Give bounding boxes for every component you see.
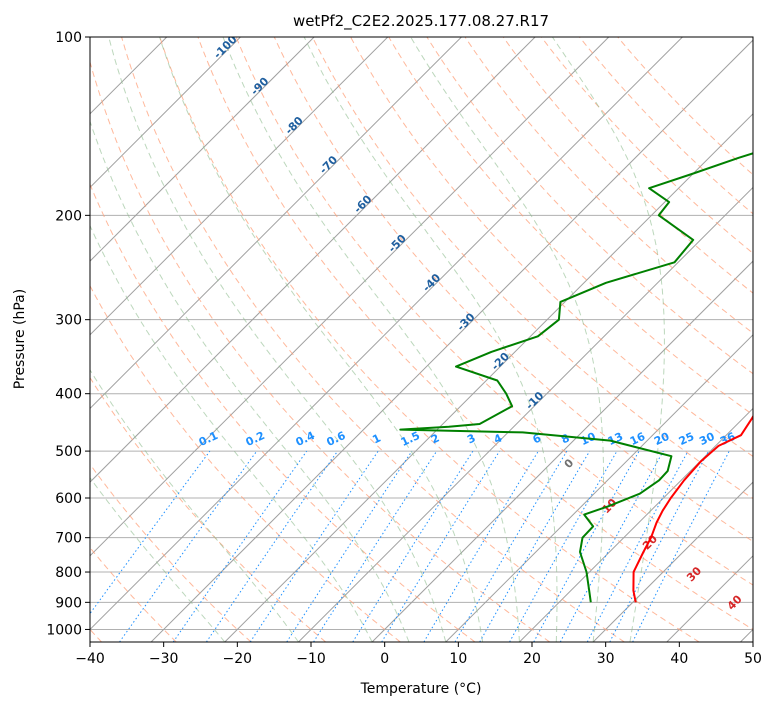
- isotherm-line: [592, 481, 753, 642]
- y-tick-label: 400: [55, 387, 82, 403]
- chart-title: wetPf2_C2E2.2025.177.08.27.R17: [293, 12, 549, 31]
- y-tick-label: 100: [55, 30, 82, 46]
- moist-adiabat-line: [410, 37, 604, 642]
- x-tick-label: 0: [380, 651, 389, 667]
- moist-adiabat-line: [159, 37, 484, 642]
- dewpoint-line: [399, 152, 753, 603]
- y-tick-label: 1000: [46, 622, 82, 638]
- y-tick-label: 500: [55, 444, 82, 460]
- y-tick-label: 600: [55, 491, 82, 507]
- temperature-line: [632, 414, 753, 603]
- dry-adiabat-line: [235, 37, 753, 586]
- dry-adiabat-line: [311, 37, 753, 500]
- mixing-ratio-line: [313, 450, 438, 642]
- dry-adiabat-line: [159, 37, 700, 642]
- mixing-ratio-line: [286, 450, 413, 642]
- x-tick-label: 40: [670, 651, 688, 667]
- isotherm-line: [90, 37, 536, 483]
- dry-adiabat-line: [90, 376, 327, 642]
- sounding-series: [399, 152, 753, 603]
- moist-adiabat-line: [90, 368, 299, 642]
- moist-adiabat-line: [222, 37, 520, 642]
- mixing-ratio-line: [90, 450, 211, 615]
- y-tick-label: 300: [55, 313, 82, 329]
- x-tick-label: −40: [75, 651, 105, 667]
- x-tick-label: 50: [744, 651, 762, 667]
- y-tick-label: 800: [55, 565, 82, 581]
- moist-adiabat-line: [551, 37, 665, 642]
- x-axis-label: Temperature (°C): [360, 681, 482, 697]
- x-tick-label: −30: [149, 651, 179, 667]
- mixing-ratio-lines: [90, 450, 730, 642]
- dry-adiabats: [90, 37, 753, 642]
- mixing-ratio-line: [249, 450, 379, 642]
- isotherm-line: [445, 334, 753, 642]
- mixing-ratio-line: [533, 450, 640, 642]
- moist-adiabats: [90, 37, 665, 642]
- mixing-ratio-line: [205, 450, 338, 642]
- mixing-ratio-line: [559, 450, 664, 642]
- isotherm-line: [90, 37, 683, 631]
- isotherm-line: [90, 37, 610, 557]
- dry-adiabat-line: [90, 60, 551, 642]
- mixing-ratio-line: [632, 450, 730, 642]
- x-tick-label: −20: [223, 651, 253, 667]
- y-tick-label: 200: [55, 208, 82, 224]
- mixing-ratio-line: [172, 450, 308, 642]
- dry-adiabat-line: [502, 37, 753, 294]
- moist-adiabat-line: [90, 476, 226, 642]
- mixing-ratio-label: 25: [677, 430, 696, 448]
- pressure-gridlines: [90, 37, 753, 630]
- y-tick-label: 900: [55, 595, 82, 611]
- isotherm-line: [90, 37, 241, 189]
- mixing-ratio-line: [381, 450, 500, 642]
- dry-adiabat-line: [121, 37, 625, 642]
- isotherms: [90, 37, 753, 642]
- moist-adiabat-line: [303, 37, 558, 642]
- mixing-ratio-label: 20: [652, 430, 672, 448]
- mixing-ratio-line: [119, 450, 258, 642]
- isotherm-line: [90, 37, 315, 262]
- mixing-ratio-line: [509, 450, 618, 642]
- plot-frame: [89, 36, 754, 643]
- x-tick-label: 20: [523, 651, 541, 667]
- moist-adiabat-line: [108, 37, 447, 642]
- isotherm-line: [371, 260, 753, 642]
- y-tick-label: 700: [55, 531, 82, 547]
- mixing-ratio-label: 30: [697, 430, 717, 448]
- isotherm-line: [90, 37, 462, 410]
- y-axis-label: Pressure (hPa): [12, 289, 28, 389]
- x-tick-label: 30: [597, 651, 615, 667]
- x-axis-ticks: −40 −30 −20 −10 0 10 20 30 40 50: [75, 642, 762, 667]
- y-axis-ticks: 100 200 300 400 500 600 700 800 900 1000: [46, 30, 90, 638]
- dry-adiabat-line: [273, 37, 753, 543]
- moist-adiabat-line: [90, 224, 373, 642]
- isotherm-line: [519, 407, 753, 642]
- dry-adiabat-line: [197, 37, 753, 630]
- isotherm-line: [150, 39, 753, 642]
- isotherm-line: [90, 37, 389, 336]
- moist-adiabat-line: [90, 119, 410, 642]
- x-tick-label: 10: [449, 651, 467, 667]
- mixing-ratio-label: 16: [628, 430, 648, 448]
- x-tick-label: −10: [296, 651, 326, 667]
- dry-adiabat-line: [90, 463, 252, 642]
